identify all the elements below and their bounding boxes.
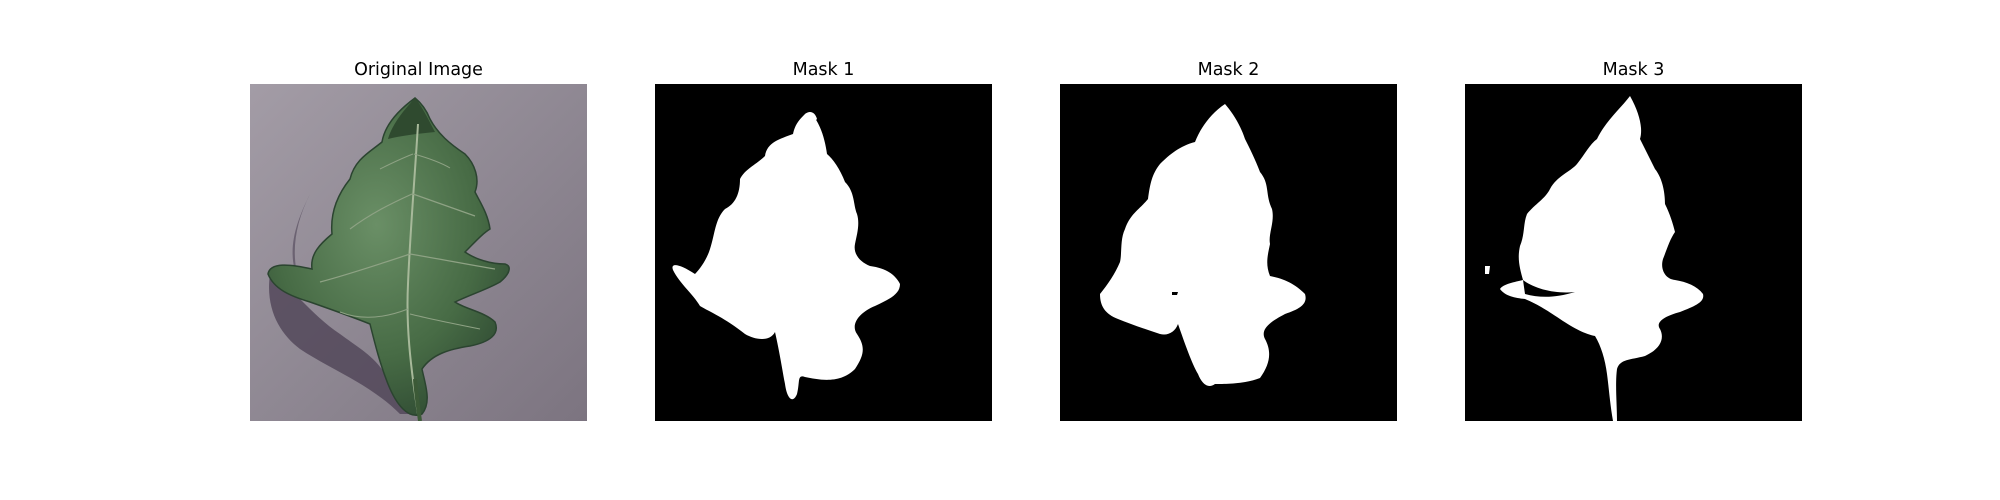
leaf-photo <box>250 84 587 421</box>
panel-title: Mask 3 <box>1602 60 1665 80</box>
panel-original-image: Original Image <box>250 0 587 500</box>
leaf-mask <box>1465 84 1802 421</box>
leaf-mask <box>1060 84 1397 421</box>
panel-mask-1: Mask 1 <box>655 0 992 500</box>
panel-title: Mask 1 <box>792 60 855 80</box>
panel-mask-3: Mask 3 <box>1465 0 1802 500</box>
panel-title: Mask 2 <box>1197 60 1260 80</box>
leaf-mask <box>655 84 992 421</box>
panel-title: Original Image <box>354 60 483 80</box>
panel-mask-2: Mask 2 <box>1060 0 1397 500</box>
